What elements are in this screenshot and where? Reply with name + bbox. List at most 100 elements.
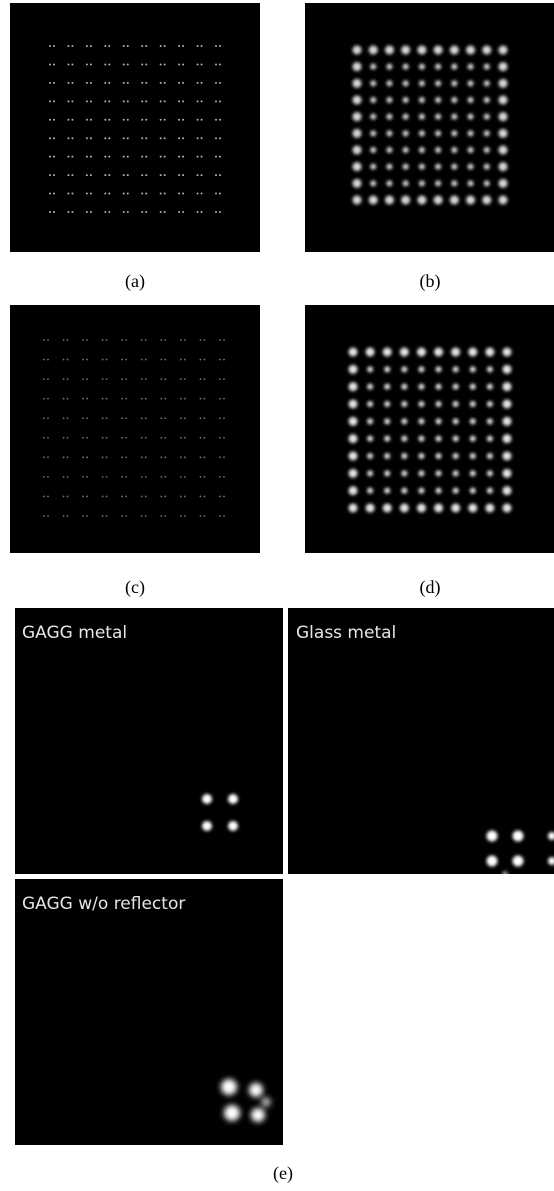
dot [164, 437, 166, 439]
dot [104, 119, 106, 121]
dot [141, 193, 143, 195]
dot [90, 100, 92, 102]
dot [470, 384, 476, 390]
dot [178, 82, 180, 84]
dot [418, 453, 424, 459]
dot [82, 398, 84, 400]
dot [401, 384, 407, 390]
dot [127, 211, 129, 213]
dot [90, 119, 92, 121]
dot [145, 100, 147, 102]
dot [503, 417, 512, 426]
dot [90, 156, 92, 158]
dot [123, 82, 125, 84]
dot [145, 45, 147, 47]
dot [215, 211, 217, 213]
dot [401, 366, 407, 372]
dot [43, 437, 45, 439]
dot [182, 119, 184, 121]
dot [401, 401, 407, 407]
dot [503, 365, 512, 374]
dot [434, 196, 443, 205]
dot [178, 137, 180, 139]
dot [49, 137, 51, 139]
dot [451, 114, 457, 120]
dot [468, 130, 474, 136]
dot [53, 63, 55, 65]
dot [125, 359, 127, 361]
dot [121, 339, 123, 341]
dot [108, 100, 110, 102]
dot [468, 147, 474, 153]
dot [160, 174, 162, 176]
dot [43, 496, 45, 498]
dot [141, 174, 143, 176]
dot [384, 366, 390, 372]
dot [353, 196, 362, 205]
dot [219, 63, 221, 65]
dot [435, 147, 441, 153]
dot [503, 452, 512, 461]
dot [141, 359, 143, 361]
dot [53, 119, 55, 121]
dot [403, 114, 409, 120]
dot [384, 470, 390, 476]
dot [184, 359, 186, 361]
dot [400, 348, 409, 357]
dot [108, 137, 110, 139]
page: {"panels": {"a": {"caption": "(a)"}, "b"… [0, 0, 554, 1191]
dot [419, 130, 425, 136]
dot [200, 496, 202, 498]
dot [435, 114, 441, 120]
dot [67, 193, 69, 195]
dot [434, 46, 443, 55]
dot [451, 130, 457, 136]
dot [180, 456, 182, 458]
dot [499, 46, 508, 55]
dot [141, 63, 143, 65]
dot [487, 366, 493, 372]
dot [178, 100, 180, 102]
dot [499, 96, 508, 105]
dot [121, 378, 123, 380]
dot [141, 378, 143, 380]
dot [184, 398, 186, 400]
dot [470, 436, 476, 442]
dot [367, 366, 373, 372]
dot [417, 504, 426, 513]
dot [499, 146, 508, 155]
dot [141, 417, 143, 419]
dot [499, 112, 508, 121]
dot [141, 137, 143, 139]
dot [145, 417, 147, 419]
dot [435, 64, 441, 70]
dot [453, 470, 459, 476]
dot [499, 129, 508, 138]
dot [102, 398, 104, 400]
dot [370, 180, 376, 186]
dot [200, 398, 202, 400]
dot [63, 417, 65, 419]
dot [123, 211, 125, 213]
dot [451, 504, 460, 513]
dot [178, 45, 180, 47]
dot [63, 398, 65, 400]
dot [223, 456, 225, 458]
dot [418, 470, 424, 476]
dot [487, 470, 493, 476]
dot [470, 470, 476, 476]
dot [67, 359, 69, 361]
dot [90, 193, 92, 195]
dot [219, 119, 221, 121]
dot [435, 164, 441, 170]
dot [123, 119, 125, 121]
dot [197, 119, 199, 121]
dot [164, 476, 166, 478]
dot [49, 211, 51, 213]
dot [82, 437, 84, 439]
dot [121, 437, 123, 439]
dot [182, 100, 184, 102]
dot [53, 156, 55, 158]
dot [145, 496, 147, 498]
dot [436, 470, 442, 476]
